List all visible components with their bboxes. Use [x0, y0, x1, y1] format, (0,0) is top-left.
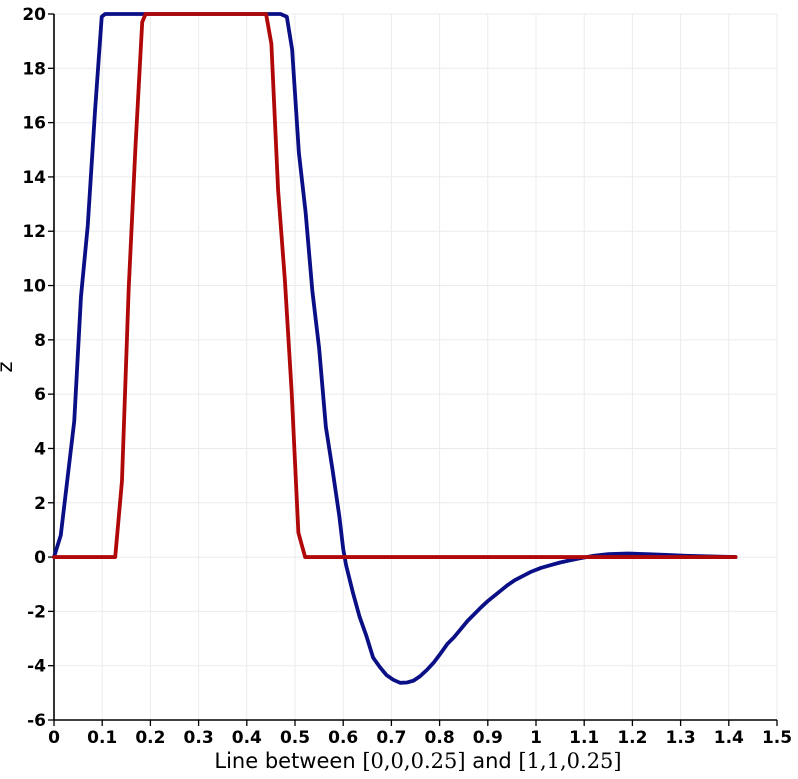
series-line-2 — [52, 12, 738, 559]
x-tick-label: 0.1 — [87, 728, 117, 748]
y-tick-label: 10 — [22, 277, 46, 297]
axes — [48, 13, 778, 726]
x-axis-title-end-point: [1,1,0.25] — [518, 749, 621, 773]
x-axis-title-part: Line between — [214, 749, 362, 773]
y-tick-label: 18 — [22, 59, 46, 79]
y-tick-label: 16 — [22, 114, 46, 134]
x-tick-label: 0.5 — [280, 728, 310, 748]
y-tick-label: -4 — [27, 657, 46, 677]
x-axis-title-start-point: [0,0,0.25] — [362, 749, 465, 773]
y-tick-label: -2 — [27, 602, 46, 622]
y-tick-label: 4 — [34, 439, 46, 459]
x-tick-label: 0.2 — [135, 728, 165, 748]
gridlines — [53, 13, 778, 721]
y-tick-label: 12 — [22, 222, 46, 242]
x-axis-title: Line between [0,0,0.25] and [1,1,0.25] — [214, 749, 621, 773]
y-axis-title: z — [0, 361, 17, 372]
x-tick-label: 1.5 — [762, 728, 792, 748]
y-tick-label: -6 — [27, 711, 46, 731]
x-tick-label: 0.9 — [473, 728, 503, 748]
x-tick-label: 1.4 — [714, 728, 744, 748]
y-tick-label: 8 — [34, 331, 46, 351]
y-tick-label: 2 — [34, 494, 46, 514]
y-tick-label: 14 — [22, 168, 46, 188]
x-axis-title-part: and — [466, 749, 519, 773]
y-tick-labels: -6 -4 -2 0 2 4 6 8 10 12 14 16 18 20 — [22, 5, 46, 731]
x-tick-label: 0.4 — [232, 728, 262, 748]
x-tick-label: 0.6 — [328, 728, 358, 748]
x-tick-label: 1.2 — [617, 728, 647, 748]
x-tick-label: 1.1 — [569, 728, 599, 748]
x-tick-label: 0.7 — [376, 728, 406, 748]
y-tick-label: 6 — [34, 385, 46, 405]
x-tick-label: 0.3 — [184, 728, 214, 748]
x-tick-label: 1.3 — [666, 728, 696, 748]
x-tick-labels: 0 0.1 0.2 0.3 0.4 0.5 0.6 0.7 0.8 0.9 1 1.1 1.2 1.3 1.… — [48, 728, 792, 748]
x-tick-label: 0.8 — [425, 728, 455, 748]
y-tick-label: 20 — [22, 5, 46, 25]
data-series — [52, 12, 738, 685]
x-tick-label: 1 — [530, 728, 542, 748]
x-tick-label: 0 — [48, 728, 60, 748]
y-tick-label: 0 — [34, 548, 46, 568]
